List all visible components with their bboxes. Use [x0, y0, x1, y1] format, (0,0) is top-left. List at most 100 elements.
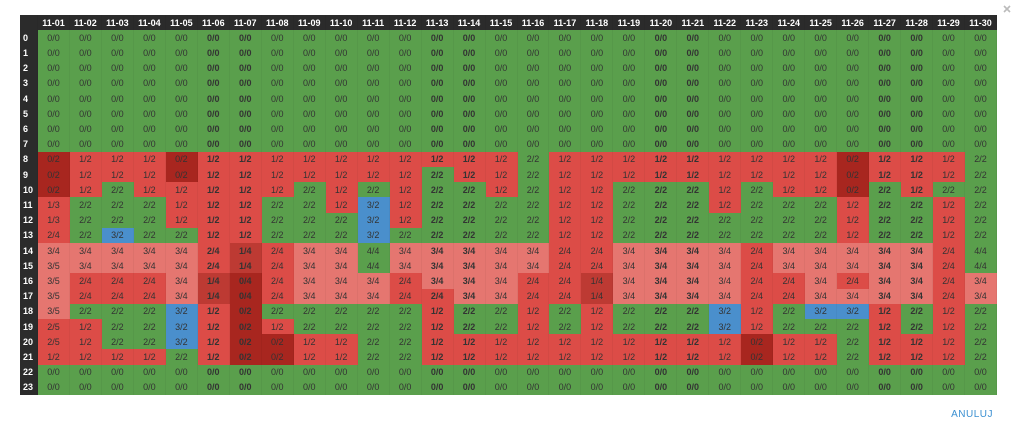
cell: 1/2: [293, 166, 326, 183]
cancel-button[interactable]: ANULUJ: [951, 409, 993, 420]
cell: 0/0: [901, 364, 934, 380]
cell: 0/0: [261, 106, 294, 122]
cell: 3/4: [677, 258, 710, 274]
cell: 0/0: [677, 45, 710, 61]
cell: 3/2: [165, 334, 198, 350]
cell: 2/2: [517, 212, 550, 228]
cell: 2/2: [485, 212, 518, 228]
cell: 0/0: [101, 121, 134, 137]
cell: 0/0: [837, 121, 870, 137]
cell: 0/0: [325, 75, 358, 91]
cell: 2/2: [933, 182, 966, 198]
cell: 0/0: [453, 379, 486, 395]
close-icon[interactable]: [1002, 4, 1012, 14]
cell: 2/2: [325, 318, 358, 335]
cell: 0/0: [933, 106, 966, 122]
cell: 2/2: [517, 166, 550, 183]
cell: 2/2: [517, 197, 550, 213]
cell: 0/0: [453, 364, 486, 380]
cell: 0/0: [933, 90, 966, 107]
cell: 0/0: [261, 45, 294, 61]
cell: 0/0: [389, 106, 422, 122]
cell: 1/2: [933, 303, 966, 319]
cell: 0/0: [869, 90, 902, 107]
cell: 2/2: [677, 182, 710, 198]
cell: 3/4: [485, 288, 518, 304]
cell: 2/2: [325, 303, 358, 319]
cell: 3/4: [965, 273, 997, 289]
cell: 2/2: [133, 197, 166, 213]
column-header: 11-01: [38, 15, 70, 31]
cell: 1/2: [549, 349, 582, 365]
cell: 0/0: [837, 60, 870, 76]
cell: 2/2: [485, 318, 518, 335]
cell: 3/2: [837, 303, 870, 319]
cell: 0/0: [901, 90, 934, 107]
cell: 2/2: [677, 227, 710, 243]
cell: 1/2: [805, 334, 838, 350]
cell: 0/0: [837, 45, 870, 61]
column-header: 11-17: [549, 15, 582, 31]
cell: 3/4: [709, 273, 742, 289]
cell: 2/2: [869, 182, 902, 198]
cell: 1/2: [325, 334, 358, 350]
cell: 3/4: [869, 258, 902, 274]
cell: 0/0: [613, 30, 646, 46]
row-label: 2: [20, 60, 38, 76]
cell: 0/0: [357, 364, 390, 380]
cell: 0/0: [869, 136, 902, 152]
cell: 0/0: [325, 30, 358, 46]
cell: 0/0: [293, 136, 326, 152]
cell: 3/4: [677, 288, 710, 304]
cell: 2/4: [933, 288, 966, 304]
cell: 1/2: [133, 182, 166, 198]
cell: 2/2: [101, 212, 134, 228]
cell: 3/4: [165, 288, 198, 304]
cell: 1/2: [325, 182, 358, 198]
row-label: 21: [20, 349, 38, 365]
cell: 2/2: [69, 212, 102, 228]
cell: 0/0: [261, 121, 294, 137]
column-header: 11-26: [837, 15, 870, 31]
cell: 0/0: [581, 136, 614, 152]
cell: 1/2: [101, 166, 134, 183]
cell: 2/2: [965, 318, 997, 335]
row-label: 5: [20, 106, 38, 122]
cell: 0/0: [325, 121, 358, 137]
cell: 0/0: [325, 379, 358, 395]
cell: 0/0: [325, 106, 358, 122]
cell: 1/2: [485, 182, 518, 198]
cell: 3/4: [901, 288, 934, 304]
cell: 0/0: [485, 60, 518, 76]
cell: 0/2: [261, 334, 294, 350]
cell: 2/2: [325, 227, 358, 243]
corner-cell: [20, 15, 38, 31]
cell: 3/4: [485, 242, 518, 259]
cell: 0/2: [165, 166, 198, 183]
cell: 3/4: [805, 288, 838, 304]
cell: 0/0: [133, 60, 166, 76]
cell: 1/2: [901, 151, 934, 167]
cell: 0/0: [901, 106, 934, 122]
cell: 0/0: [517, 75, 550, 91]
cell: 3/4: [133, 258, 166, 274]
cell: 0/0: [933, 30, 966, 46]
cell: 0/0: [197, 121, 230, 137]
cell: 1/2: [581, 318, 614, 335]
cell: 2/4: [549, 288, 582, 304]
row-label: 6: [20, 121, 38, 137]
cell: 3/4: [901, 242, 934, 259]
cell: 0/0: [69, 364, 102, 380]
cell: 3/4: [453, 273, 486, 289]
column-header: 11-04: [133, 15, 166, 31]
cell: 1/2: [261, 151, 294, 167]
cell: 0/2: [261, 349, 294, 365]
cell: 0/0: [805, 106, 838, 122]
cell: 0/0: [901, 60, 934, 76]
cell: 0/2: [38, 182, 70, 198]
cell: 1/2: [197, 334, 230, 350]
cell: 0/0: [69, 136, 102, 152]
cell: 2/2: [101, 334, 134, 350]
cell: 0/0: [709, 75, 742, 91]
cell: 2/2: [133, 212, 166, 228]
